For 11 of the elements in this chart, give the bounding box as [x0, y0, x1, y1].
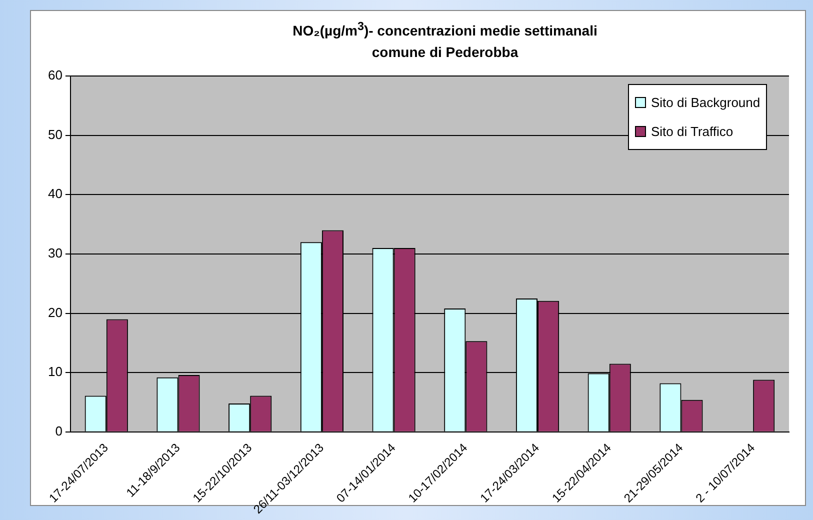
- chart-title: NO₂(µg/m$^{3}$)- concentrazioni medie settimanali: [292, 20, 598, 39]
- chart-subtitle: comune di Pederobba: [370, 44, 520, 60]
- y-tick-label: 50: [48, 126, 62, 142]
- y-tick-label: 20: [48, 304, 62, 320]
- legend-label: Sito di Background: [651, 95, 760, 110]
- y-tick-label: 0: [55, 424, 62, 438]
- y-tick-label: 10: [48, 364, 62, 380]
- y-tick-label: 30: [48, 246, 62, 261]
- y-tick-label: 40: [48, 186, 62, 202]
- legend-label: Sito di Traffico: [651, 124, 734, 139]
- y-tick-label: 60: [48, 68, 62, 83]
